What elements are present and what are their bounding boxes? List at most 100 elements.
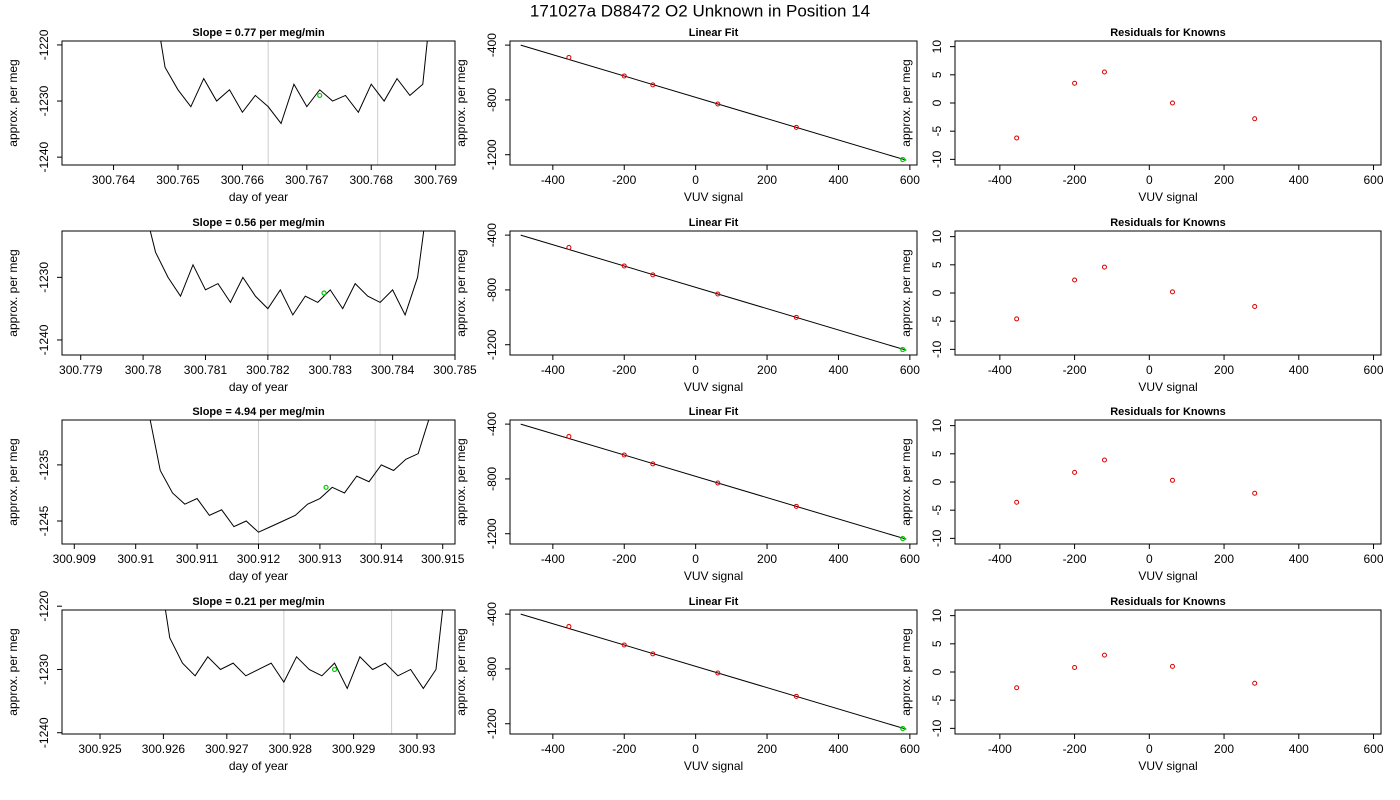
point: [793, 124, 799, 130]
x-tick-label: 300.768: [350, 173, 394, 187]
plot-area: [520, 423, 907, 542]
panel-title: Residuals for Knowns: [1110, 596, 1226, 608]
x-axis-label: VUV signal: [684, 569, 743, 583]
point: [715, 480, 721, 486]
fit-line: [520, 613, 907, 730]
y-tick-label: -400: [485, 602, 499, 626]
y-axis-label: approx. per meg: [454, 59, 468, 146]
panel: Residuals for Knowns VUV signal approx. pe…: [899, 406, 1384, 583]
x-tick-label: 0: [1146, 552, 1153, 566]
x-tick-label: -400: [988, 363, 1012, 377]
point: [1169, 289, 1175, 295]
y-tick-label: 10: [930, 419, 944, 433]
point: [566, 54, 572, 60]
x-axis-label: VUV signal: [1138, 759, 1197, 773]
y-tick-label: -5: [930, 316, 944, 327]
panel-title: Slope = 0.77 per meg/min: [192, 27, 325, 39]
x-tick-label: 300.781: [184, 363, 228, 377]
plot-area: [160, 41, 428, 165]
y-tick-label: 0: [930, 478, 944, 485]
panel: Slope = 0.77 per meg/min day of year appro…: [6, 27, 458, 204]
x-tick-label: 0: [692, 742, 699, 756]
point: [1252, 680, 1258, 686]
x-tick-label: 200: [1214, 742, 1234, 756]
x-tick-label: 300.912: [237, 552, 281, 566]
plot-frame: [954, 40, 1382, 166]
panel: Linear Fit VUV signal approx. per meg -400 -…: [454, 406, 920, 583]
x-tick-label: 0: [692, 173, 699, 187]
highlight-point: [321, 290, 327, 296]
fit-line: [520, 423, 907, 540]
x-tick-label: 200: [757, 173, 777, 187]
x-tick-label: -200: [1063, 742, 1087, 756]
x-tick-label: 600: [1364, 363, 1384, 377]
x-tick-label: 300.78: [125, 363, 162, 377]
plot-frame: [954, 230, 1382, 356]
plot-frame: [509, 230, 918, 356]
y-tick-label: -1200: [485, 518, 499, 549]
y-tick-label: -1230: [37, 654, 51, 685]
y-tick-label: 10: [930, 609, 944, 623]
point: [1252, 304, 1258, 310]
y-axis-label: approx. per meg: [454, 249, 468, 336]
x-tick-label: 600: [1364, 173, 1384, 187]
x-tick-label: -200: [1063, 552, 1087, 566]
y-axis-label: approx. per meg: [6, 59, 20, 146]
point: [1072, 469, 1078, 475]
y-axis-label: approx. per meg: [454, 628, 468, 715]
y-tick-label: -800: [485, 657, 499, 681]
panel-title: Slope = 4.94 per meg/min: [192, 406, 325, 418]
y-tick-label: 0: [930, 668, 944, 675]
x-tick-label: 600: [900, 742, 920, 756]
y-tick-label: -800: [485, 467, 499, 491]
panel: Residuals for Knowns VUV signal approx. pe…: [899, 596, 1384, 773]
x-tick-label: 0: [692, 363, 699, 377]
plot-frame: [509, 40, 918, 166]
x-tick-label: -200: [1063, 173, 1087, 187]
point: [1014, 316, 1020, 322]
x-tick-label: 300.779: [59, 363, 103, 377]
x-tick-label: 300.928: [268, 742, 312, 756]
y-tick-label: -1240: [37, 324, 51, 355]
x-tick-label: -400: [988, 173, 1012, 187]
y-tick-label: -1230: [37, 262, 51, 293]
y-axis-label: approx. per meg: [454, 438, 468, 525]
y-tick-label: -400: [485, 412, 499, 436]
x-tick-label: 300.913: [298, 552, 342, 566]
x-axis-label: VUV signal: [1138, 190, 1197, 204]
trace-line: [149, 231, 425, 317]
y-axis-label: approx. per meg: [899, 249, 913, 336]
point: [1169, 100, 1175, 106]
point: [1169, 477, 1175, 483]
point: [566, 623, 572, 629]
trace-line: [160, 41, 428, 125]
highlight-point: [900, 535, 906, 542]
x-tick-label: 300.765: [156, 173, 200, 187]
x-tick-label: 600: [1364, 552, 1384, 566]
point: [621, 263, 627, 269]
x-tick-label: 300.785: [433, 363, 477, 377]
x-tick-label: -400: [541, 742, 565, 756]
y-tick-label: -1240: [37, 717, 51, 748]
x-tick-label: 400: [828, 173, 848, 187]
y-tick-label: -5: [930, 126, 944, 137]
plot-area: [1014, 457, 1258, 505]
x-tick-label: 200: [757, 363, 777, 377]
fit-line: [520, 234, 907, 351]
plot-area: [149, 420, 430, 544]
y-axis-label: approx. per meg: [899, 438, 913, 525]
point: [1072, 664, 1078, 670]
x-tick-label: -200: [612, 363, 636, 377]
panel: Linear Fit VUV signal approx. per meg -400 -…: [454, 27, 920, 204]
x-tick-label: 300.914: [360, 552, 404, 566]
x-tick-label: -200: [1063, 363, 1087, 377]
point: [1252, 490, 1258, 496]
y-axis-label: approx. per meg: [899, 59, 913, 146]
plot-frame: [509, 609, 918, 735]
y-tick-label: -5: [930, 505, 944, 516]
point: [1014, 685, 1020, 691]
panel: Residuals for Knowns VUV signal approx. pe…: [899, 27, 1384, 204]
point: [621, 73, 627, 79]
y-tick-label: -400: [485, 223, 499, 247]
